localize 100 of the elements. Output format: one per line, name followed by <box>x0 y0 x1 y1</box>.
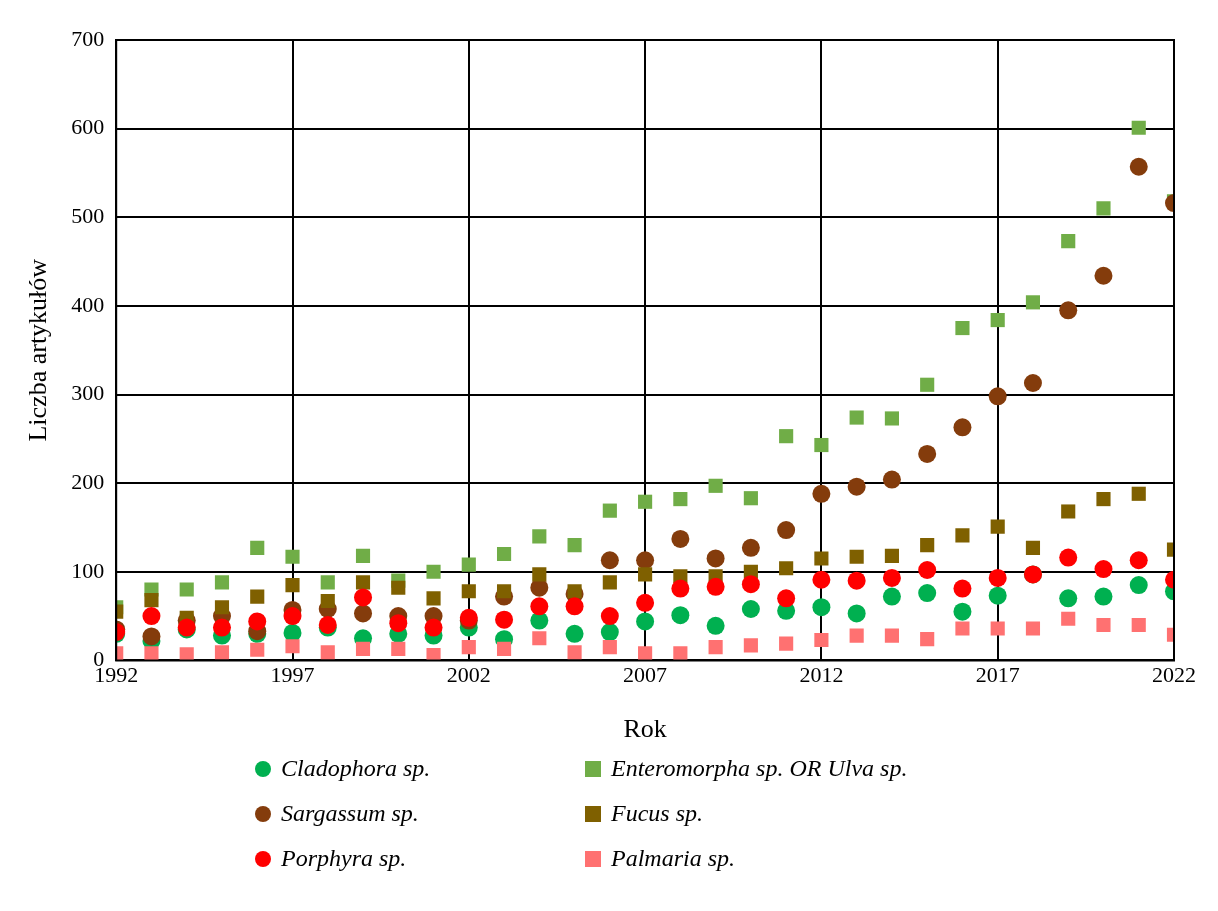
point <box>354 604 373 623</box>
point <box>426 591 441 606</box>
y-tick-label: 400 <box>71 291 105 317</box>
point <box>671 579 690 598</box>
point <box>847 477 866 496</box>
point <box>743 638 758 653</box>
point <box>1129 576 1148 595</box>
point <box>1061 611 1076 626</box>
point <box>532 529 547 544</box>
point <box>741 600 760 618</box>
point <box>743 491 758 506</box>
point <box>602 575 617 590</box>
point <box>1129 157 1148 176</box>
point <box>849 628 864 643</box>
point <box>426 564 441 579</box>
point <box>814 437 829 453</box>
point <box>1061 234 1076 249</box>
point <box>320 645 335 660</box>
point <box>1059 589 1078 608</box>
point <box>849 410 864 425</box>
point <box>144 646 159 661</box>
point <box>495 610 514 629</box>
point <box>814 632 829 648</box>
y-tick-label: 300 <box>71 380 105 406</box>
x-tick-label: 2017 <box>975 662 1020 688</box>
point <box>777 589 796 608</box>
point <box>355 548 371 563</box>
point <box>990 621 1005 636</box>
point <box>706 577 725 596</box>
point <box>142 627 161 646</box>
point <box>1025 540 1041 555</box>
x-axis-title: Rok <box>623 714 667 744</box>
point <box>812 598 831 617</box>
point <box>955 528 970 543</box>
y-axis-title: Liczba artykułów <box>23 258 53 442</box>
x-tick-label: 2022 <box>1152 662 1196 688</box>
point <box>320 575 335 590</box>
x-tick-label: 2012 <box>799 662 844 688</box>
point <box>708 478 723 493</box>
point <box>988 586 1007 605</box>
point <box>1094 560 1113 579</box>
point <box>496 641 512 656</box>
point <box>671 606 690 625</box>
point <box>389 614 408 633</box>
point <box>920 377 935 392</box>
point <box>673 646 688 661</box>
point <box>567 645 582 660</box>
point <box>741 575 760 594</box>
point <box>779 429 794 444</box>
point <box>1094 587 1113 606</box>
point <box>1131 617 1146 633</box>
point <box>955 621 970 636</box>
point <box>882 470 901 489</box>
point <box>741 538 760 557</box>
point <box>565 597 584 616</box>
point <box>988 568 1007 587</box>
legend-label: Fucus sp. <box>611 800 703 827</box>
point <box>283 607 302 626</box>
legend-label: Palmaria sp. <box>611 845 736 872</box>
point <box>1131 120 1146 135</box>
point <box>1131 486 1146 501</box>
point <box>1023 373 1042 392</box>
y-tick-label: 700 <box>71 25 105 51</box>
point <box>461 640 476 655</box>
point <box>918 561 937 579</box>
point <box>636 551 655 570</box>
point <box>708 640 723 655</box>
legend-label: Cladophora sp. <box>281 755 431 782</box>
point <box>355 641 371 656</box>
point <box>673 492 688 507</box>
point <box>600 623 619 642</box>
point <box>953 602 972 621</box>
point <box>1096 492 1111 507</box>
point <box>1096 201 1111 216</box>
point <box>953 579 972 598</box>
point <box>602 640 617 655</box>
point <box>214 575 230 590</box>
y-tick-label: 200 <box>71 468 105 494</box>
point <box>884 548 899 563</box>
point <box>530 597 549 616</box>
point <box>144 593 159 608</box>
point <box>847 604 866 623</box>
point <box>496 584 512 599</box>
point <box>320 593 335 609</box>
point <box>600 607 619 626</box>
point <box>884 628 899 643</box>
point <box>1094 266 1113 285</box>
point <box>426 648 441 661</box>
point <box>248 612 267 631</box>
point <box>636 593 655 612</box>
point <box>250 642 265 657</box>
y-tick-label: 100 <box>71 557 105 583</box>
point <box>461 557 476 572</box>
y-tick-label: 500 <box>71 203 105 229</box>
point <box>779 636 794 651</box>
point <box>179 582 194 597</box>
point <box>988 387 1007 406</box>
point <box>1059 301 1078 320</box>
point <box>142 607 161 626</box>
point <box>990 313 1005 328</box>
